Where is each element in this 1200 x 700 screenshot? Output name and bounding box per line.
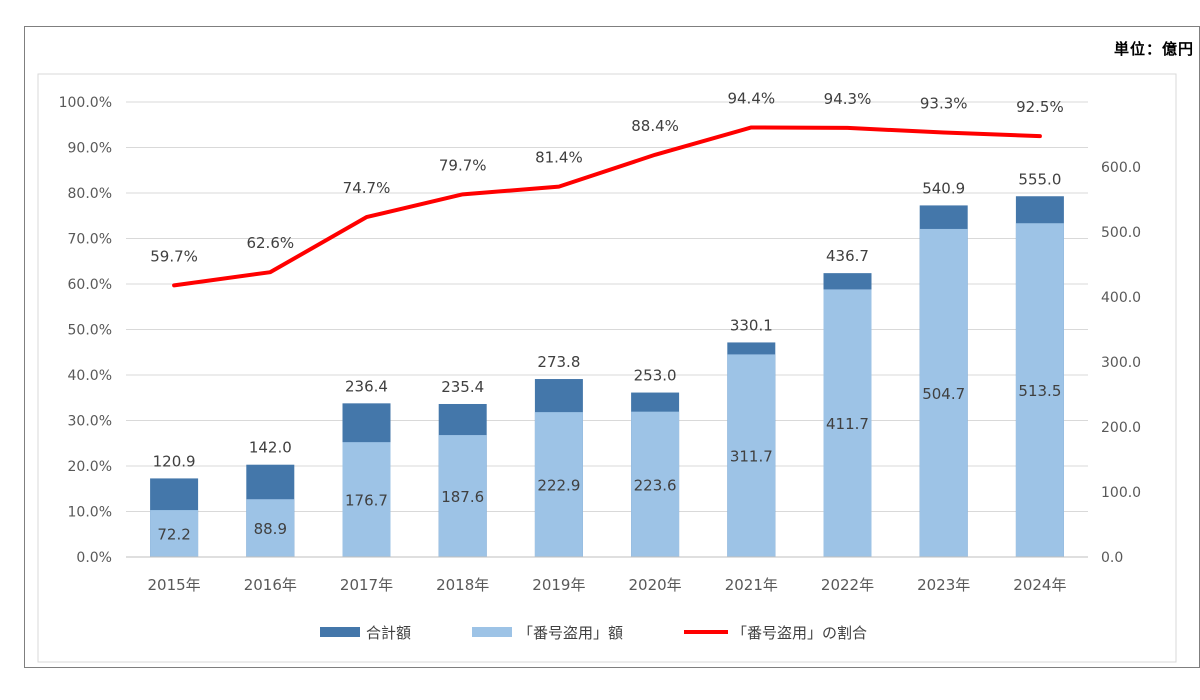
legend-label-total: 合計額 <box>366 624 411 642</box>
theft-value-label: 222.9 <box>537 477 580 495</box>
legend-label-number-theft: 「番号盗用」額 <box>518 624 623 642</box>
ratio-value-label: 93.3% <box>920 94 968 112</box>
ratio-value-label: 88.4% <box>631 117 679 135</box>
ratio-value-label: 59.7% <box>150 247 198 265</box>
legend-swatch-number-theft <box>472 627 512 637</box>
legend-label-ratio: 「番号盗用」の割合 <box>732 624 867 642</box>
bar-number-theft <box>438 435 487 557</box>
x-tick-label: 2021年 <box>725 576 778 594</box>
bar-number-theft <box>246 499 295 557</box>
bar-number-theft <box>727 354 776 557</box>
bar-number-theft <box>823 289 872 557</box>
bar-number-theft <box>631 411 680 557</box>
ratio-value-label: 94.3% <box>824 90 872 108</box>
ratio-line-layer <box>172 125 1042 288</box>
data-labels: 120.9 72.2 142.0 88.9 236.4 176.7 235.4 187.6 27… <box>150 89 1063 543</box>
total-value-label: 253.0 <box>634 367 677 385</box>
plot-area-border <box>37 73 1177 663</box>
x-tick-label: 2024年 <box>1013 576 1066 594</box>
ratio-value-label: 81.4% <box>535 149 583 167</box>
x-tick-label: 2015年 <box>148 576 201 594</box>
bar-number-theft <box>919 228 968 557</box>
ratio-value-label: 92.5% <box>1016 98 1064 116</box>
theft-value-label: 513.5 <box>1018 382 1061 400</box>
legend-swatch-total <box>320 627 360 637</box>
left-tick-label: 60.0% <box>68 277 112 293</box>
total-value-label: 540.9 <box>922 179 965 197</box>
left-axis: 0.0% 10.0% 20.0% 30.0% 40.0% 50.0% 60.0% 70.0% 8… <box>59 95 112 566</box>
total-value-label: 235.4 <box>441 378 484 396</box>
x-tick-label: 2023年 <box>917 576 970 594</box>
x-tick-label: 2016年 <box>244 576 297 594</box>
total-value-label: 120.9 <box>153 452 196 470</box>
bars <box>150 196 1064 558</box>
total-value-label: 273.8 <box>537 353 580 371</box>
theft-value-label: 223.6 <box>634 476 677 494</box>
total-value-label: 142.0 <box>249 439 292 457</box>
x-tick-label: 2017年 <box>340 576 393 594</box>
legend: 合計額 「番号盗用」額 「番号盗用」の割合 <box>320 624 867 642</box>
right-tick-label: 0.0 <box>1101 550 1123 566</box>
right-tick-label: 300.0 <box>1101 355 1141 371</box>
total-value-label: 236.4 <box>345 377 388 395</box>
ratio-line <box>172 125 1042 288</box>
left-tick-label: 80.0% <box>68 186 112 202</box>
right-tick-label: 600.0 <box>1101 160 1141 176</box>
right-tick-label: 100.0 <box>1101 485 1141 501</box>
x-axis: 2015年 2016年 2017年 2018年 2019年 2020年 2021年 2022年… <box>126 556 1088 594</box>
bar-number-theft <box>1015 223 1064 557</box>
left-tick-label: 70.0% <box>68 232 112 248</box>
total-value-label: 555.0 <box>1018 170 1061 188</box>
bar-number-theft <box>150 510 199 557</box>
right-tick-label: 200.0 <box>1101 420 1141 436</box>
theft-value-label: 187.6 <box>441 488 484 506</box>
theft-value-label: 311.7 <box>730 448 773 466</box>
theft-value-label: 72.2 <box>157 526 190 544</box>
right-tick-label: 400.0 <box>1101 290 1141 306</box>
total-value-label: 330.1 <box>730 316 773 334</box>
x-tick-label: 2022年 <box>821 576 874 594</box>
left-tick-label: 20.0% <box>68 459 112 475</box>
theft-value-label: 411.7 <box>826 415 869 433</box>
left-tick-label: 100.0% <box>59 95 112 111</box>
right-tick-label: 500.0 <box>1101 225 1141 241</box>
bar-number-theft <box>342 442 391 557</box>
theft-value-label: 504.7 <box>922 385 965 403</box>
ratio-value-label: 79.7% <box>439 156 487 174</box>
ratio-value-label: 94.4% <box>727 89 775 107</box>
left-tick-label: 10.0% <box>68 505 112 521</box>
right-axis: 0.0 100.0 200.0 300.0 400.0 500.0 600.0 <box>1101 160 1141 566</box>
x-tick-label: 2019年 <box>532 576 585 594</box>
left-tick-label: 30.0% <box>68 414 112 430</box>
unit-label: 単位：億円 <box>1113 40 1194 58</box>
theft-value-label: 176.7 <box>345 492 388 510</box>
x-tick-label: 2020年 <box>629 576 682 594</box>
ratio-value-label: 74.7% <box>343 179 391 197</box>
theft-value-label: 88.9 <box>254 520 287 538</box>
total-value-label: 436.7 <box>826 247 869 265</box>
ratio-value-label: 62.6% <box>246 234 294 252</box>
left-tick-label: 90.0% <box>68 141 112 157</box>
left-tick-label: 0.0% <box>76 550 112 566</box>
left-tick-label: 50.0% <box>68 323 112 339</box>
x-tick-label: 2018年 <box>436 576 489 594</box>
bar-number-theft <box>534 412 583 557</box>
left-tick-label: 40.0% <box>68 368 112 384</box>
